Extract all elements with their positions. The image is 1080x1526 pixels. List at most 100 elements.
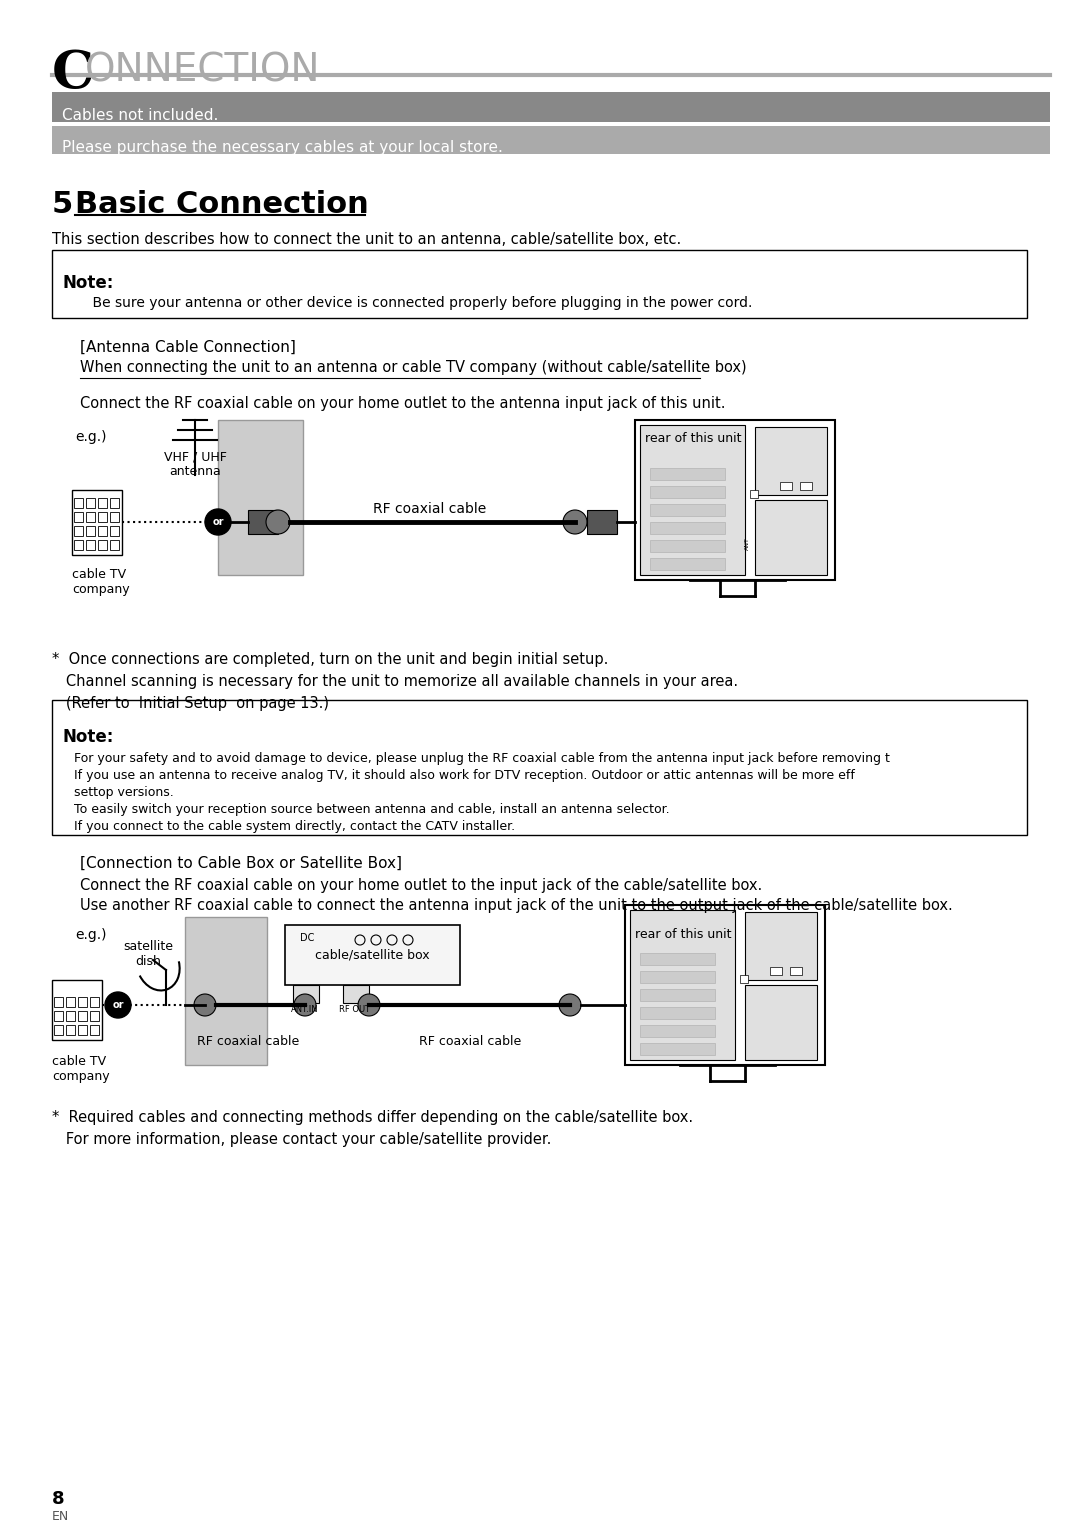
Bar bbox=[745, 984, 816, 1061]
Text: For more information, please contact your cable/satellite provider.: For more information, please contact you… bbox=[52, 1132, 552, 1148]
Bar bbox=[90, 1012, 99, 1021]
Bar bbox=[789, 967, 802, 975]
Circle shape bbox=[294, 993, 316, 1016]
Bar bbox=[780, 482, 792, 490]
Text: VHF / UHF
antenna: VHF / UHF antenna bbox=[163, 450, 227, 478]
Bar bbox=[625, 905, 825, 1065]
Bar bbox=[86, 497, 95, 508]
Text: Connect the RF coaxial cable on your home outlet to the antenna input jack of th: Connect the RF coaxial cable on your hom… bbox=[80, 397, 726, 410]
Circle shape bbox=[194, 993, 216, 1016]
Text: cable TV
company: cable TV company bbox=[52, 1054, 110, 1083]
Bar bbox=[650, 468, 725, 481]
Bar bbox=[110, 540, 119, 549]
Text: Channel scanning is necessary for the unit to memorize all available channels in: Channel scanning is necessary for the un… bbox=[52, 674, 738, 690]
Text: EN: EN bbox=[52, 1511, 69, 1523]
Bar bbox=[86, 513, 95, 522]
Bar bbox=[110, 526, 119, 536]
Bar bbox=[293, 984, 319, 1003]
Bar bbox=[78, 1012, 87, 1021]
Text: 5: 5 bbox=[52, 191, 73, 220]
Bar bbox=[54, 1012, 63, 1021]
Bar bbox=[86, 526, 95, 536]
Text: cable TV
company: cable TV company bbox=[72, 568, 130, 597]
Text: (Refer to  Initial Setup  on page 13.): (Refer to Initial Setup on page 13.) bbox=[52, 696, 329, 711]
Bar bbox=[75, 526, 83, 536]
Bar bbox=[285, 925, 460, 984]
Bar bbox=[110, 513, 119, 522]
Bar bbox=[98, 497, 107, 508]
Bar bbox=[640, 1025, 715, 1038]
Bar bbox=[110, 497, 119, 508]
Bar bbox=[75, 513, 83, 522]
Text: Connect the RF coaxial cable on your home outlet to the input jack of the cable/: Connect the RF coaxial cable on your hom… bbox=[80, 877, 762, 893]
Bar bbox=[800, 482, 812, 490]
Text: e.g.): e.g.) bbox=[75, 928, 107, 942]
Text: *  Once connections are completed, turn on the unit and begin initial setup.: * Once connections are completed, turn o… bbox=[52, 652, 608, 667]
Bar bbox=[640, 971, 715, 983]
Text: or: or bbox=[112, 1000, 124, 1010]
Text: cable/satellite box: cable/satellite box bbox=[315, 948, 430, 961]
Bar bbox=[52, 980, 102, 1041]
Bar bbox=[52, 92, 1050, 122]
Text: To easily switch your reception source between antenna and cable, install an ant: To easily switch your reception source b… bbox=[62, 803, 670, 816]
Text: This section describes how to connect the unit to an antenna, cable/satellite bo: This section describes how to connect th… bbox=[52, 232, 681, 247]
Bar bbox=[650, 504, 725, 516]
Bar bbox=[54, 1025, 63, 1035]
Text: rear of this unit: rear of this unit bbox=[645, 432, 742, 446]
Text: RF coaxial cable: RF coaxial cable bbox=[419, 1035, 522, 1048]
Text: RF OUT: RF OUT bbox=[339, 1006, 370, 1013]
Bar bbox=[66, 996, 75, 1007]
Bar bbox=[343, 984, 369, 1003]
Text: Use another RF coaxial cable to connect the antenna input jack of the unit to th: Use another RF coaxial cable to connect … bbox=[80, 897, 953, 913]
Text: e.g.): e.g.) bbox=[75, 430, 107, 444]
Bar bbox=[86, 540, 95, 549]
Bar bbox=[755, 427, 827, 494]
Bar bbox=[640, 989, 715, 1001]
Bar bbox=[54, 996, 63, 1007]
Bar bbox=[248, 510, 278, 534]
Text: For your safety and to avoid damage to device, please unplug the RF coaxial cabl: For your safety and to avoid damage to d… bbox=[62, 752, 890, 765]
Circle shape bbox=[357, 993, 380, 1016]
Bar bbox=[650, 559, 725, 571]
Bar bbox=[75, 540, 83, 549]
Text: C: C bbox=[52, 47, 94, 99]
Text: If you connect to the cable system directly, contact the CATV installer.: If you connect to the cable system direc… bbox=[62, 819, 515, 833]
Text: Note:: Note: bbox=[62, 275, 113, 291]
Bar bbox=[52, 700, 1027, 835]
Bar bbox=[640, 426, 745, 575]
Text: ANT.IN: ANT.IN bbox=[292, 1006, 319, 1013]
Bar bbox=[185, 917, 267, 1065]
Bar bbox=[588, 510, 617, 534]
Text: settop versions.: settop versions. bbox=[62, 786, 174, 800]
Text: rear of this unit: rear of this unit bbox=[635, 928, 731, 942]
Bar bbox=[98, 526, 107, 536]
Bar bbox=[98, 513, 107, 522]
Bar bbox=[745, 913, 816, 980]
Text: DC: DC bbox=[300, 932, 314, 943]
Bar bbox=[78, 996, 87, 1007]
Text: RF coaxial cable: RF coaxial cable bbox=[374, 502, 487, 516]
Text: Note:: Note: bbox=[62, 728, 113, 746]
Bar bbox=[770, 967, 782, 975]
Bar bbox=[78, 1025, 87, 1035]
Bar bbox=[66, 1025, 75, 1035]
Bar bbox=[66, 1012, 75, 1021]
Bar bbox=[630, 909, 735, 1061]
Text: [Connection to Cable Box or Satellite Box]: [Connection to Cable Box or Satellite Bo… bbox=[80, 856, 402, 871]
Bar bbox=[650, 485, 725, 497]
Text: or: or bbox=[213, 517, 224, 526]
Bar bbox=[52, 250, 1027, 317]
Text: ANT: ANT bbox=[744, 537, 750, 549]
Bar bbox=[90, 1025, 99, 1035]
Bar bbox=[750, 490, 758, 497]
Text: Cables not included.: Cables not included. bbox=[62, 108, 218, 124]
Circle shape bbox=[563, 510, 588, 534]
Bar bbox=[75, 497, 83, 508]
Circle shape bbox=[205, 510, 231, 536]
Text: Basic Connection: Basic Connection bbox=[75, 191, 368, 220]
Text: 8: 8 bbox=[52, 1489, 65, 1508]
Circle shape bbox=[105, 992, 131, 1018]
Circle shape bbox=[266, 510, 291, 534]
Text: satellite
dish: satellite dish bbox=[123, 940, 173, 967]
Bar bbox=[640, 1007, 715, 1019]
